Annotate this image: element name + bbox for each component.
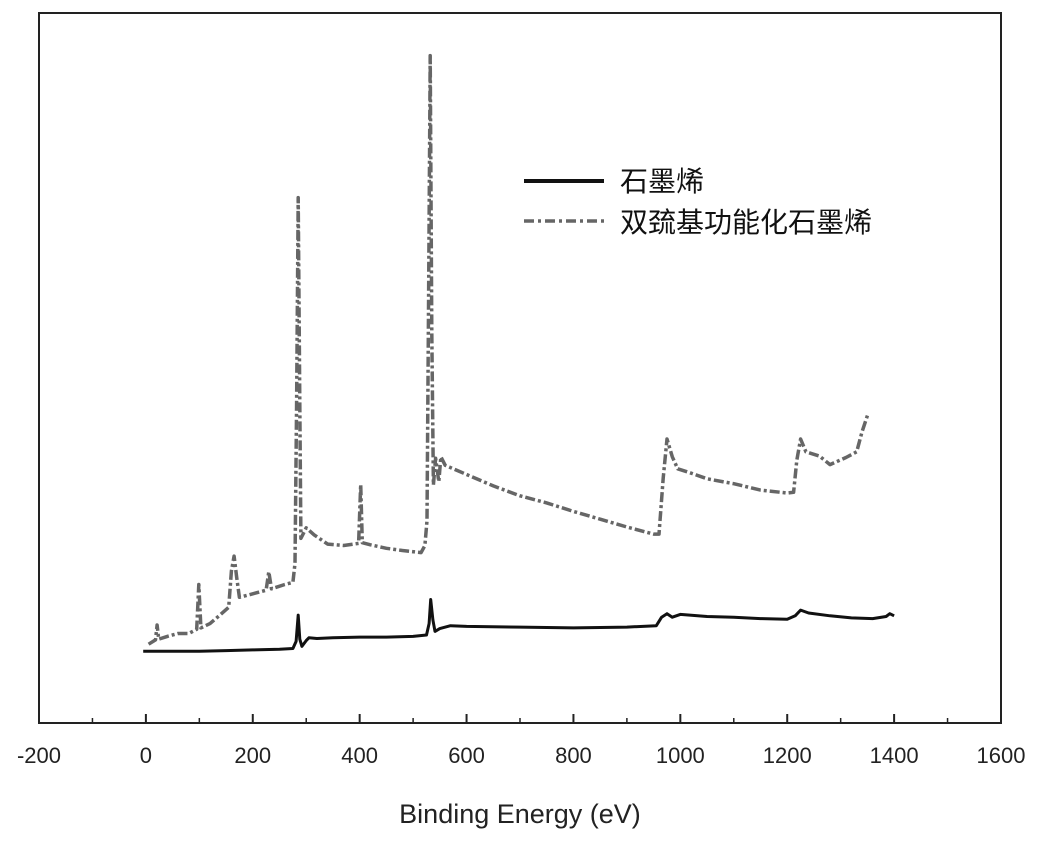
- x-tick-label: 1200: [763, 743, 812, 768]
- series-line-dithiol-graphene: [149, 56, 868, 645]
- x-tick-label: 0: [140, 743, 152, 768]
- x-tick-label: 1400: [870, 743, 919, 768]
- x-axis-ticks: [39, 714, 1001, 723]
- x-tick-label: 400: [341, 743, 378, 768]
- x-tick-label: 1600: [977, 743, 1026, 768]
- series-line-graphene: [143, 600, 894, 652]
- x-tick-label: 1000: [656, 743, 705, 768]
- x-tick-label: 800: [555, 743, 592, 768]
- x-tick-label: 600: [448, 743, 485, 768]
- legend-label-graphene: 石墨烯: [620, 165, 704, 198]
- legend: 石墨烯 双巯基功能化石墨烯: [524, 165, 872, 239]
- x-axis-title: Binding Energy (eV): [399, 799, 641, 829]
- legend-label-dithiol-graphene: 双巯基功能化石墨烯: [620, 206, 872, 239]
- x-tick-label: 200: [234, 743, 271, 768]
- x-tick-label: -200: [17, 743, 61, 768]
- x-axis-tick-labels: -200 0 200 400 600 800 1000 1200 1400 1600: [17, 743, 1026, 768]
- plot-frame: [39, 13, 1001, 723]
- series-layer: [143, 56, 894, 652]
